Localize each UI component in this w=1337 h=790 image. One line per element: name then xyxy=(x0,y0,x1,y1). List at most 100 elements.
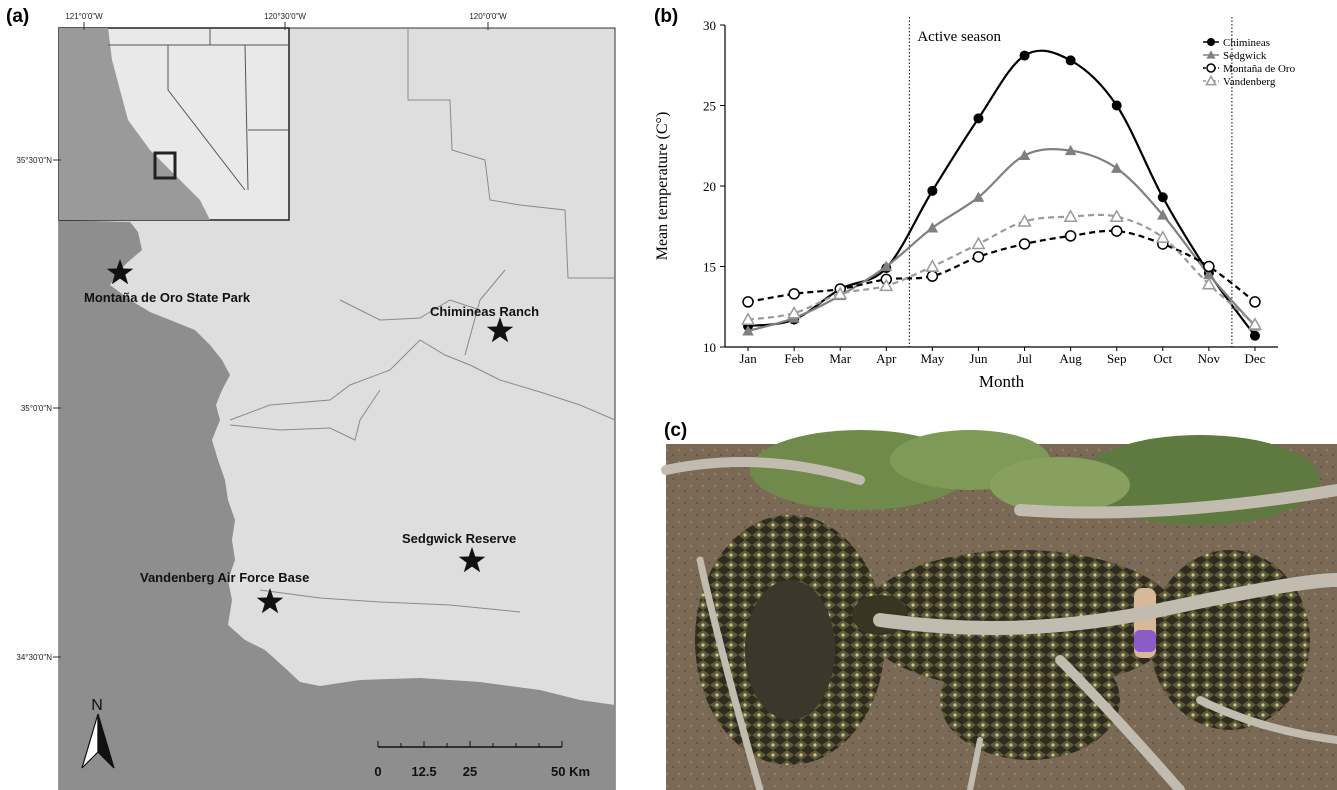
left-tick-label: 35°0'0"N xyxy=(21,404,52,413)
data-point xyxy=(971,236,986,250)
temperature-chart: 10 15 20 25 30 Jan Feb Mar Apr May Jun Jul Aug Sep Oct… xyxy=(654,17,1296,391)
site-label-chimineas: Chimineas Ranch xyxy=(430,304,539,319)
data-point xyxy=(973,113,984,124)
active-season-lines: Active season xyxy=(908,17,1233,347)
data-point xyxy=(1247,317,1262,330)
data-point xyxy=(1111,100,1122,111)
left-tick-marks xyxy=(53,159,61,658)
series-line xyxy=(747,229,1256,304)
series-line xyxy=(747,49,1256,337)
legend-label: Vandenberg xyxy=(1223,76,1276,88)
data-point xyxy=(1155,230,1170,243)
data-point xyxy=(788,288,800,300)
photo-panel: (c) xyxy=(640,410,1337,790)
series-sedgwick xyxy=(742,144,1261,336)
data-point xyxy=(1206,63,1216,73)
data-point xyxy=(1157,192,1168,203)
data-point xyxy=(925,259,940,272)
series-line xyxy=(747,148,1256,332)
site-label-sedgwick: Sedgwick Reserve xyxy=(402,531,516,546)
inset-map xyxy=(58,27,290,221)
site-label-vandenberg: Vandenberg Air Force Base xyxy=(140,570,309,585)
data-point xyxy=(880,260,893,272)
data-point xyxy=(1157,209,1169,220)
site-label-montana-de-oro: Montaña de Oro State Park xyxy=(84,290,251,305)
series-line xyxy=(747,213,1256,326)
x-tick-label: Jan xyxy=(739,351,757,366)
x-tick-label: Aug xyxy=(1059,351,1082,366)
inset-study-area-box xyxy=(153,151,177,180)
left-tick-labels: 35°30'0"N 35°0'0"N 34°30'0"N xyxy=(16,156,52,662)
panel-a-label: (a) xyxy=(6,6,30,27)
top-tick-label: 121°0'0"W xyxy=(65,12,103,21)
y-tick-label: 30 xyxy=(703,18,716,33)
rattlesnake-photo xyxy=(661,430,1337,790)
y-tick-label: 20 xyxy=(703,179,716,194)
data-point xyxy=(1207,38,1215,46)
x-tick-label: Feb xyxy=(784,351,804,366)
map: 121°0'0"W 120°30'0"W 120°0'0"W 35°30'0"N… xyxy=(16,12,616,790)
panel-b-label: (b) xyxy=(654,6,679,27)
left-tick-label: 34°30'0"N xyxy=(16,653,52,662)
data-point xyxy=(1109,209,1124,222)
y-tick-label: 10 xyxy=(703,340,716,355)
data-point xyxy=(1206,50,1216,59)
x-tick-label: May xyxy=(920,351,944,366)
north-arrow-icon: N xyxy=(81,697,115,769)
data-point xyxy=(741,312,756,325)
data-point xyxy=(1017,214,1032,227)
rattlesnake xyxy=(695,515,1310,765)
data-point xyxy=(1064,144,1077,156)
y-tick-label: 25 xyxy=(703,99,716,114)
data-point xyxy=(1063,209,1078,222)
data-point xyxy=(833,286,848,300)
data-point xyxy=(742,325,754,336)
county-borders xyxy=(229,28,616,613)
scale-label: 0 xyxy=(374,764,381,779)
active-season-annotation: Active season xyxy=(917,29,1001,45)
dead-branches xyxy=(661,457,1337,790)
data-point xyxy=(1205,74,1217,86)
data-point xyxy=(742,296,754,308)
y-axis-title: Mean temperature (C°) xyxy=(654,112,671,261)
top-tick-label: 120°0'0"W xyxy=(469,12,507,21)
chart-axes: 10 15 20 25 30 Jan Feb Mar Apr May Jun Jul Aug Sep Oct… xyxy=(654,18,1278,391)
data-point xyxy=(1203,268,1215,280)
data-point xyxy=(1065,55,1076,66)
top-tick-marks xyxy=(83,22,489,30)
scale-label: 50 Km xyxy=(551,764,590,779)
data-point xyxy=(1249,296,1261,308)
left-tick-label: 35°30'0"N xyxy=(16,156,52,165)
data-point xyxy=(1203,260,1215,273)
scale-label: 12.5 xyxy=(411,764,436,779)
ocean xyxy=(59,220,615,790)
data-point xyxy=(1249,330,1260,341)
top-tick-label: 120°30'0"W xyxy=(264,12,306,21)
y-tick-label: 15 xyxy=(703,260,716,275)
data-point xyxy=(926,270,939,282)
x-tick-label: Dec xyxy=(1244,351,1265,366)
x-tick-label: Mar xyxy=(829,351,851,366)
data-point xyxy=(927,185,938,196)
map-panel: (a) xyxy=(0,0,640,790)
site-labels: Montaña de Oro State Park Chimineas Ranc… xyxy=(84,290,539,585)
data-point xyxy=(1110,162,1123,173)
data-point xyxy=(972,251,985,263)
x-tick-label: Oct xyxy=(1153,351,1172,366)
data-point xyxy=(1064,230,1077,242)
data-point xyxy=(972,191,985,202)
data-point xyxy=(1018,238,1031,250)
data-point xyxy=(787,305,802,319)
north-label: N xyxy=(91,697,103,714)
x-tick-label: Jun xyxy=(969,351,988,366)
scale-label: 25 xyxy=(463,764,477,779)
star-icon xyxy=(256,588,284,614)
panel-c-label: (c) xyxy=(664,420,688,441)
star-icon xyxy=(106,259,134,285)
data-point xyxy=(1019,50,1030,61)
x-tick-label: Nov xyxy=(1198,351,1221,366)
x-axis-title: Month xyxy=(979,372,1025,391)
x-tick-label: Apr xyxy=(876,351,897,366)
shrub xyxy=(750,430,1320,525)
